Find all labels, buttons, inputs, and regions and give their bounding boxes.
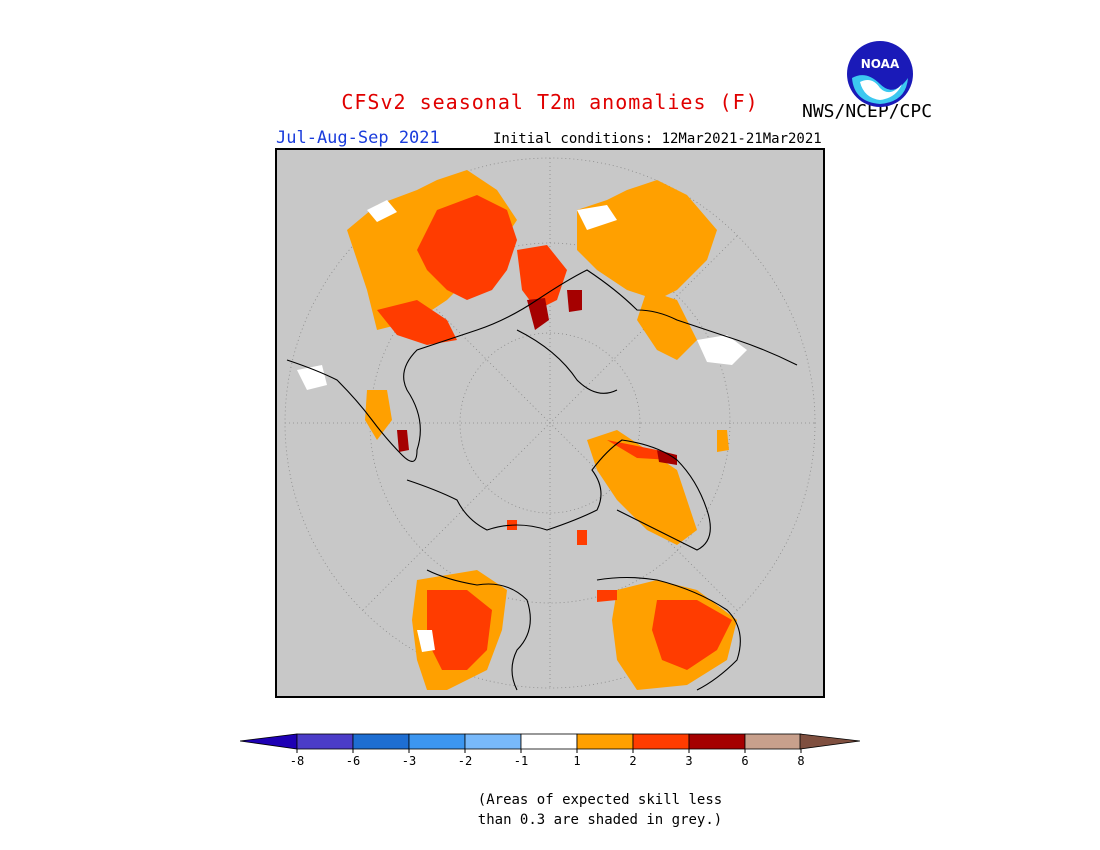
legend-arrow-below bbox=[240, 733, 298, 750]
legend-box bbox=[576, 733, 634, 750]
legend-box bbox=[408, 733, 466, 750]
color-legend: -8 -6 -3 -2 -1 1 2 3 6 8 bbox=[240, 733, 860, 768]
legend-arrow-above bbox=[799, 733, 860, 750]
map-frame bbox=[275, 148, 825, 698]
legend-box bbox=[688, 733, 746, 750]
legend-box bbox=[744, 733, 802, 750]
legend-tick-label: -1 bbox=[514, 754, 528, 768]
skill-note: (Areas of expected skill less than 0.3 a… bbox=[400, 790, 800, 830]
legend-tick-label: -6 bbox=[346, 754, 360, 768]
legend-tick-label: 1 bbox=[573, 754, 580, 768]
coastlines bbox=[286, 269, 798, 691]
forecast-period: Jul-Aug-Sep 2021 bbox=[276, 128, 440, 148]
legend-boxes bbox=[296, 733, 802, 750]
legend-tick-label: -2 bbox=[458, 754, 472, 768]
legend-box bbox=[464, 733, 522, 750]
legend-tick-label: 8 bbox=[797, 754, 804, 768]
legend-tick-label: -8 bbox=[290, 754, 304, 768]
skill-note-line2: than 0.3 are shaded in grey.) bbox=[477, 812, 723, 828]
legend-box bbox=[632, 733, 690, 750]
skill-note-line1: (Areas of expected skill less bbox=[477, 792, 723, 808]
legend-tick-label: 6 bbox=[741, 754, 748, 768]
legend-ticks: -8 -6 -3 -2 -1 1 2 3 6 8 bbox=[290, 749, 805, 768]
chart-title: CFSv2 seasonal T2m anomalies (F) bbox=[341, 90, 759, 114]
anomaly-2-3F bbox=[377, 195, 732, 670]
logo-text: NOAA bbox=[861, 57, 900, 71]
agency-label: NWS/NCEP/CPC bbox=[802, 101, 933, 122]
legend-box bbox=[296, 733, 354, 750]
legend-tick-label: 2 bbox=[629, 754, 636, 768]
initial-conditions: Initial conditions: 12Mar2021-21Mar2021 bbox=[493, 131, 822, 147]
legend-tick-label: -3 bbox=[402, 754, 416, 768]
noaa-logo-icon: NOAA bbox=[847, 41, 913, 107]
polar-map bbox=[277, 150, 823, 696]
legend-box bbox=[520, 733, 578, 750]
legend-box bbox=[352, 733, 410, 750]
near-normal bbox=[297, 200, 747, 652]
anomaly-3-6F bbox=[397, 290, 677, 465]
legend-tick-label: 3 bbox=[685, 754, 692, 768]
